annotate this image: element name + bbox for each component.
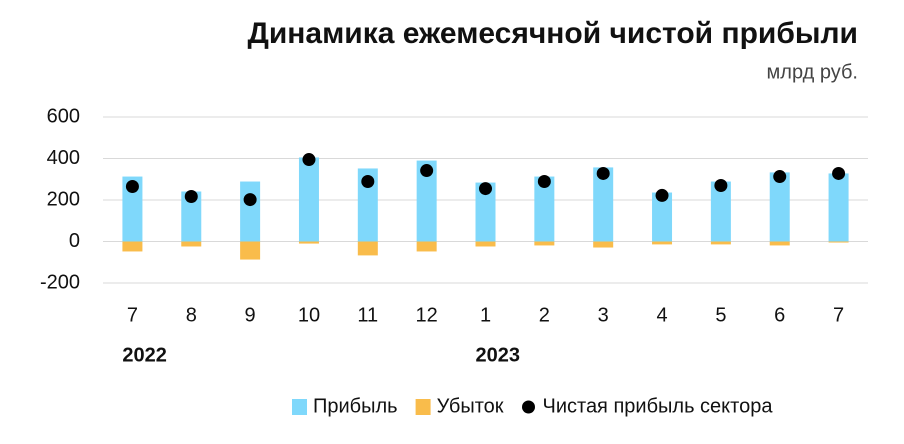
year-label: 2023 (476, 344, 521, 366)
y-tick-label: -200 (40, 271, 80, 293)
bar (769, 172, 790, 242)
legend-label: Прибыль (313, 395, 398, 417)
bar (475, 241, 496, 247)
year-label: 2022 (122, 344, 167, 366)
bar (710, 241, 731, 245)
bar (416, 241, 437, 252)
bar (122, 176, 143, 242)
bar (298, 157, 319, 242)
dot (125, 180, 139, 194)
y-tick-label: 200 (47, 188, 80, 210)
x-tick-label: 6 (774, 304, 785, 326)
dot (479, 182, 492, 196)
bar (475, 182, 496, 242)
bar (240, 181, 261, 242)
bar (416, 160, 437, 242)
x-tick-label: 3 (598, 304, 609, 326)
dot (832, 166, 846, 180)
dot (773, 170, 787, 184)
bar (828, 241, 849, 243)
x-tick-label: 5 (715, 304, 726, 326)
dot (596, 166, 610, 180)
bar (181, 191, 202, 242)
bar (357, 168, 378, 242)
dot (655, 188, 669, 202)
legend-marker (522, 400, 535, 414)
dot (537, 175, 551, 189)
x-tick-label: 7 (833, 304, 844, 326)
x-tick-label: 7 (127, 304, 138, 326)
dot (243, 193, 257, 207)
bar (534, 241, 555, 246)
y-tick-label: 600 (47, 105, 80, 127)
bar (240, 241, 261, 260)
chart-subtitle: млрд руб. (767, 61, 858, 83)
bar (122, 241, 143, 252)
legend-marker (415, 399, 431, 415)
x-tick-label: 8 (186, 304, 197, 326)
y-tick-label: 0 (69, 230, 80, 252)
chart-title: Динамика ежемесячной чистой прибыли (247, 17, 858, 50)
x-tick-label: 10 (298, 304, 320, 326)
bar (828, 173, 849, 242)
bar (181, 241, 202, 247)
dot (184, 189, 198, 203)
bar (534, 176, 555, 242)
y-tick-label: 400 (47, 147, 80, 169)
dot (714, 178, 728, 192)
x-tick-label: 1 (480, 304, 491, 326)
legend-marker (292, 399, 307, 415)
x-tick-label: 4 (656, 304, 667, 326)
x-tick-label: 12 (416, 304, 438, 326)
dot (302, 153, 316, 167)
bar (593, 241, 614, 248)
bar (652, 192, 673, 242)
bar (710, 181, 731, 242)
legend-label: Убыток (437, 395, 504, 417)
bar (593, 167, 614, 242)
x-tick-label: 9 (245, 304, 256, 326)
bar (652, 241, 673, 245)
legend-label: Чистая прибыль сектора (543, 395, 774, 417)
dot (420, 164, 434, 178)
bar (357, 241, 378, 256)
x-tick-label: 11 (357, 304, 378, 326)
dot (361, 175, 375, 189)
x-tick-label: 2 (539, 304, 550, 326)
bar (298, 241, 319, 244)
bar (769, 241, 790, 246)
